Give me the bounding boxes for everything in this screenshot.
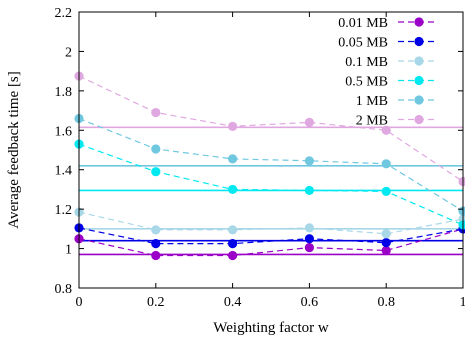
x-tick-label: 0.2 [147, 295, 165, 310]
legend-label-0-5-mb: 0.5 MB [345, 75, 388, 90]
series-line-0-5-mb [78, 143, 464, 226]
series-line-0-01-mb [78, 228, 464, 257]
legend: 0.01 MB 0.05 MB 0.1 MB 0.5 MB 1 MB 2 MB [338, 16, 437, 129]
data-point-1-mb [304, 156, 314, 166]
y-tick-label: 1.6 [55, 124, 73, 139]
y-tick-label: 0.8 [55, 282, 73, 297]
data-point-0-5-mb [228, 184, 238, 195]
data-point-0-05-mb [304, 234, 314, 244]
legend-swatch-marker-0-5-mb [414, 75, 424, 86]
data-point-0-1-mb [381, 229, 391, 239]
series-lines [78, 75, 464, 257]
data-point-1-mb [381, 159, 391, 169]
x-tick-label: 0.4 [224, 295, 242, 310]
data-point-2-mb [151, 107, 161, 118]
data-point-0-01-mb [151, 250, 161, 261]
data-point-0-01-mb [381, 245, 391, 256]
legend-swatch-marker-2-mb [414, 114, 424, 125]
data-point-0-1-mb [228, 225, 238, 235]
legend-label-2-mb: 2 MB [356, 114, 388, 129]
legend-swatch-marker-0-01-mb [414, 17, 424, 27]
series-line-0-1-mb [78, 211, 464, 235]
x-tick-label: 1 [460, 295, 465, 310]
data-point-2-mb [304, 117, 314, 127]
data-point-2-mb [381, 125, 391, 135]
legend-swatch-marker-0-05-mb [414, 36, 424, 47]
data-point-0-5-mb [151, 167, 161, 177]
y-tick-label: 1.8 [55, 85, 73, 100]
series-line-2-mb [78, 75, 464, 182]
data-point-2-mb [228, 121, 238, 131]
data-point-0-05-mb [381, 238, 391, 248]
legend-swatch-marker-0-1-mb [414, 56, 424, 66]
legend-label-1-mb: 1 MB [356, 94, 388, 109]
x-tick-label: 0 [76, 295, 83, 310]
plot-frame [78, 11, 464, 289]
legend-label-0-01-mb: 0.01 MB [338, 16, 388, 31]
x-axis-title: Weighting factor w [213, 320, 329, 336]
data-point-1-mb [458, 206, 465, 216]
legend-label-0-1-mb: 0.1 MB [345, 55, 388, 70]
data-point-1-mb [228, 154, 238, 164]
data-point-0-1-mb [304, 223, 314, 233]
x-tick-label: 0.8 [377, 295, 395, 310]
y-tick-label: 2 [65, 45, 72, 60]
data-point-0-5-mb [381, 186, 391, 196]
legend-label-0-05-mb: 0.05 MB [338, 36, 388, 51]
data-point-2-mb [458, 176, 465, 187]
data-point-1-mb [151, 144, 161, 154]
legend-swatch-marker-1-mb [414, 95, 424, 105]
baseline-lines [79, 126, 463, 256]
data-point-0-01-mb [304, 242, 314, 253]
y-axis-ticks: 0.8 1 1.2 1.4 1.6 1.8 2 2.2 [55, 6, 463, 297]
data-point-0-05-mb [151, 239, 161, 249]
data-point-0-1-mb [151, 225, 161, 235]
data-point-0-01-mb [228, 250, 238, 261]
y-tick-label: 1.2 [55, 203, 73, 218]
series-line-0-05-mb [78, 227, 464, 245]
x-axis-ticks: 0 0.2 0.4 0.6 0.8 1 [76, 12, 465, 310]
x-tick-label: 0.6 [301, 295, 319, 310]
y-axis-title: Average feedback time [s] [6, 71, 22, 229]
y-tick-label: 1.4 [55, 164, 73, 179]
data-point-0-5-mb [304, 185, 314, 196]
data-point-0-05-mb [228, 239, 238, 249]
y-tick-label: 2.2 [55, 6, 73, 21]
y-tick-label: 1 [65, 243, 72, 258]
